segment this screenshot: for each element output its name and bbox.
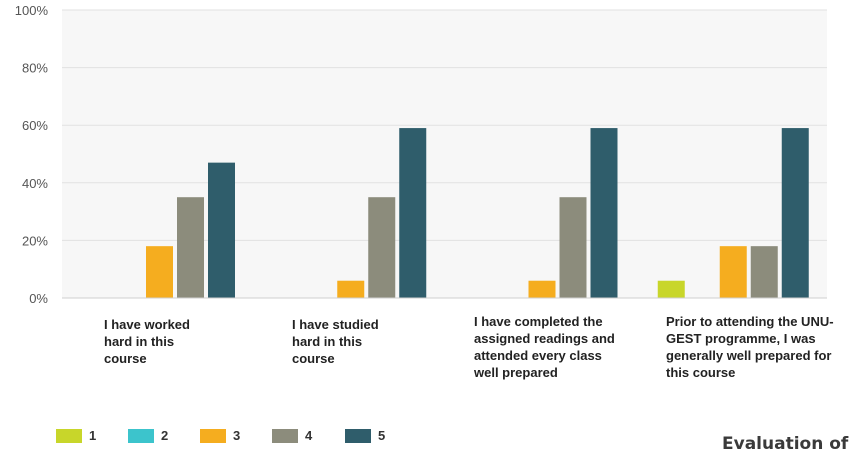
plot-area [62,10,827,298]
x-category-label: I have completed the assigned readings a… [474,314,615,380]
y-tick-label: 0% [29,291,48,306]
y-tick-label: 20% [22,233,48,248]
bar-series-4 [177,197,204,298]
y-axis-ticks: 0% 20% 40% 60% 80% 100% [15,3,49,306]
legend-item: 4 [272,428,312,443]
legend-item: 2 [128,428,168,443]
legend-swatch [200,428,226,443]
bar-series-3 [528,280,556,298]
bar-series-4 [368,197,396,298]
legend-swatch [128,428,154,443]
x-category-label: Prior to attending the UNU- GEST program… [666,314,834,380]
legend-item: 1 [56,428,96,443]
legend-label: 5 [378,428,386,443]
legend-swatch [345,428,371,443]
bar-series-5 [590,128,618,298]
legend-swatch [272,428,298,443]
y-tick-label: 40% [22,176,48,191]
bar-series-5 [781,128,809,298]
legend-label: 4 [305,428,313,443]
y-tick-label: 60% [22,118,48,133]
gridlines [62,9,827,241]
legend-label: 1 [89,428,97,443]
footer-title: Evaluation of [722,434,849,454]
y-tick-label: 100% [15,3,49,18]
bar-series-3 [146,246,173,298]
legend-label: 3 [233,428,241,443]
legend-item: 5 [345,428,385,443]
y-tick-label: 80% [22,61,48,76]
bar-series-1 [657,280,685,298]
bar-series-4 [750,246,778,298]
bar-series-3 [337,280,365,298]
bar-series-5 [399,128,427,298]
bars [146,128,809,298]
bar-series-3 [719,246,747,298]
x-category-label: I have worked hard in this course [104,317,190,366]
bar-series-5 [208,162,235,298]
bar-series-4 [559,197,587,298]
legend-swatch [56,428,82,443]
legend-label: 2 [161,428,169,443]
x-category-label: I have studied hard in this course [292,317,379,366]
legend-item: 3 [200,428,240,443]
